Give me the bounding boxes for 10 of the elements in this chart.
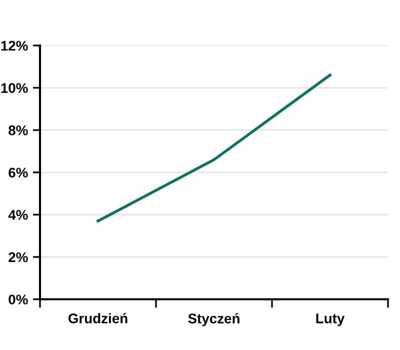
x-tick-label: Luty	[316, 314, 345, 326]
y-tick-label: 2%	[8, 252, 28, 262]
y-tick-label: 12%	[1, 40, 28, 51]
y-tick-label: 6%	[8, 168, 28, 178]
y-tick-label: 10%	[1, 83, 28, 93]
y-tick-label: 8%	[8, 125, 28, 136]
x-tick-label: Styczeń	[188, 313, 240, 326]
y-tick-label: 4%	[8, 210, 28, 220]
y-tick-label: 0%	[8, 294, 28, 304]
x-tick-label: Grudzień	[68, 313, 128, 324]
